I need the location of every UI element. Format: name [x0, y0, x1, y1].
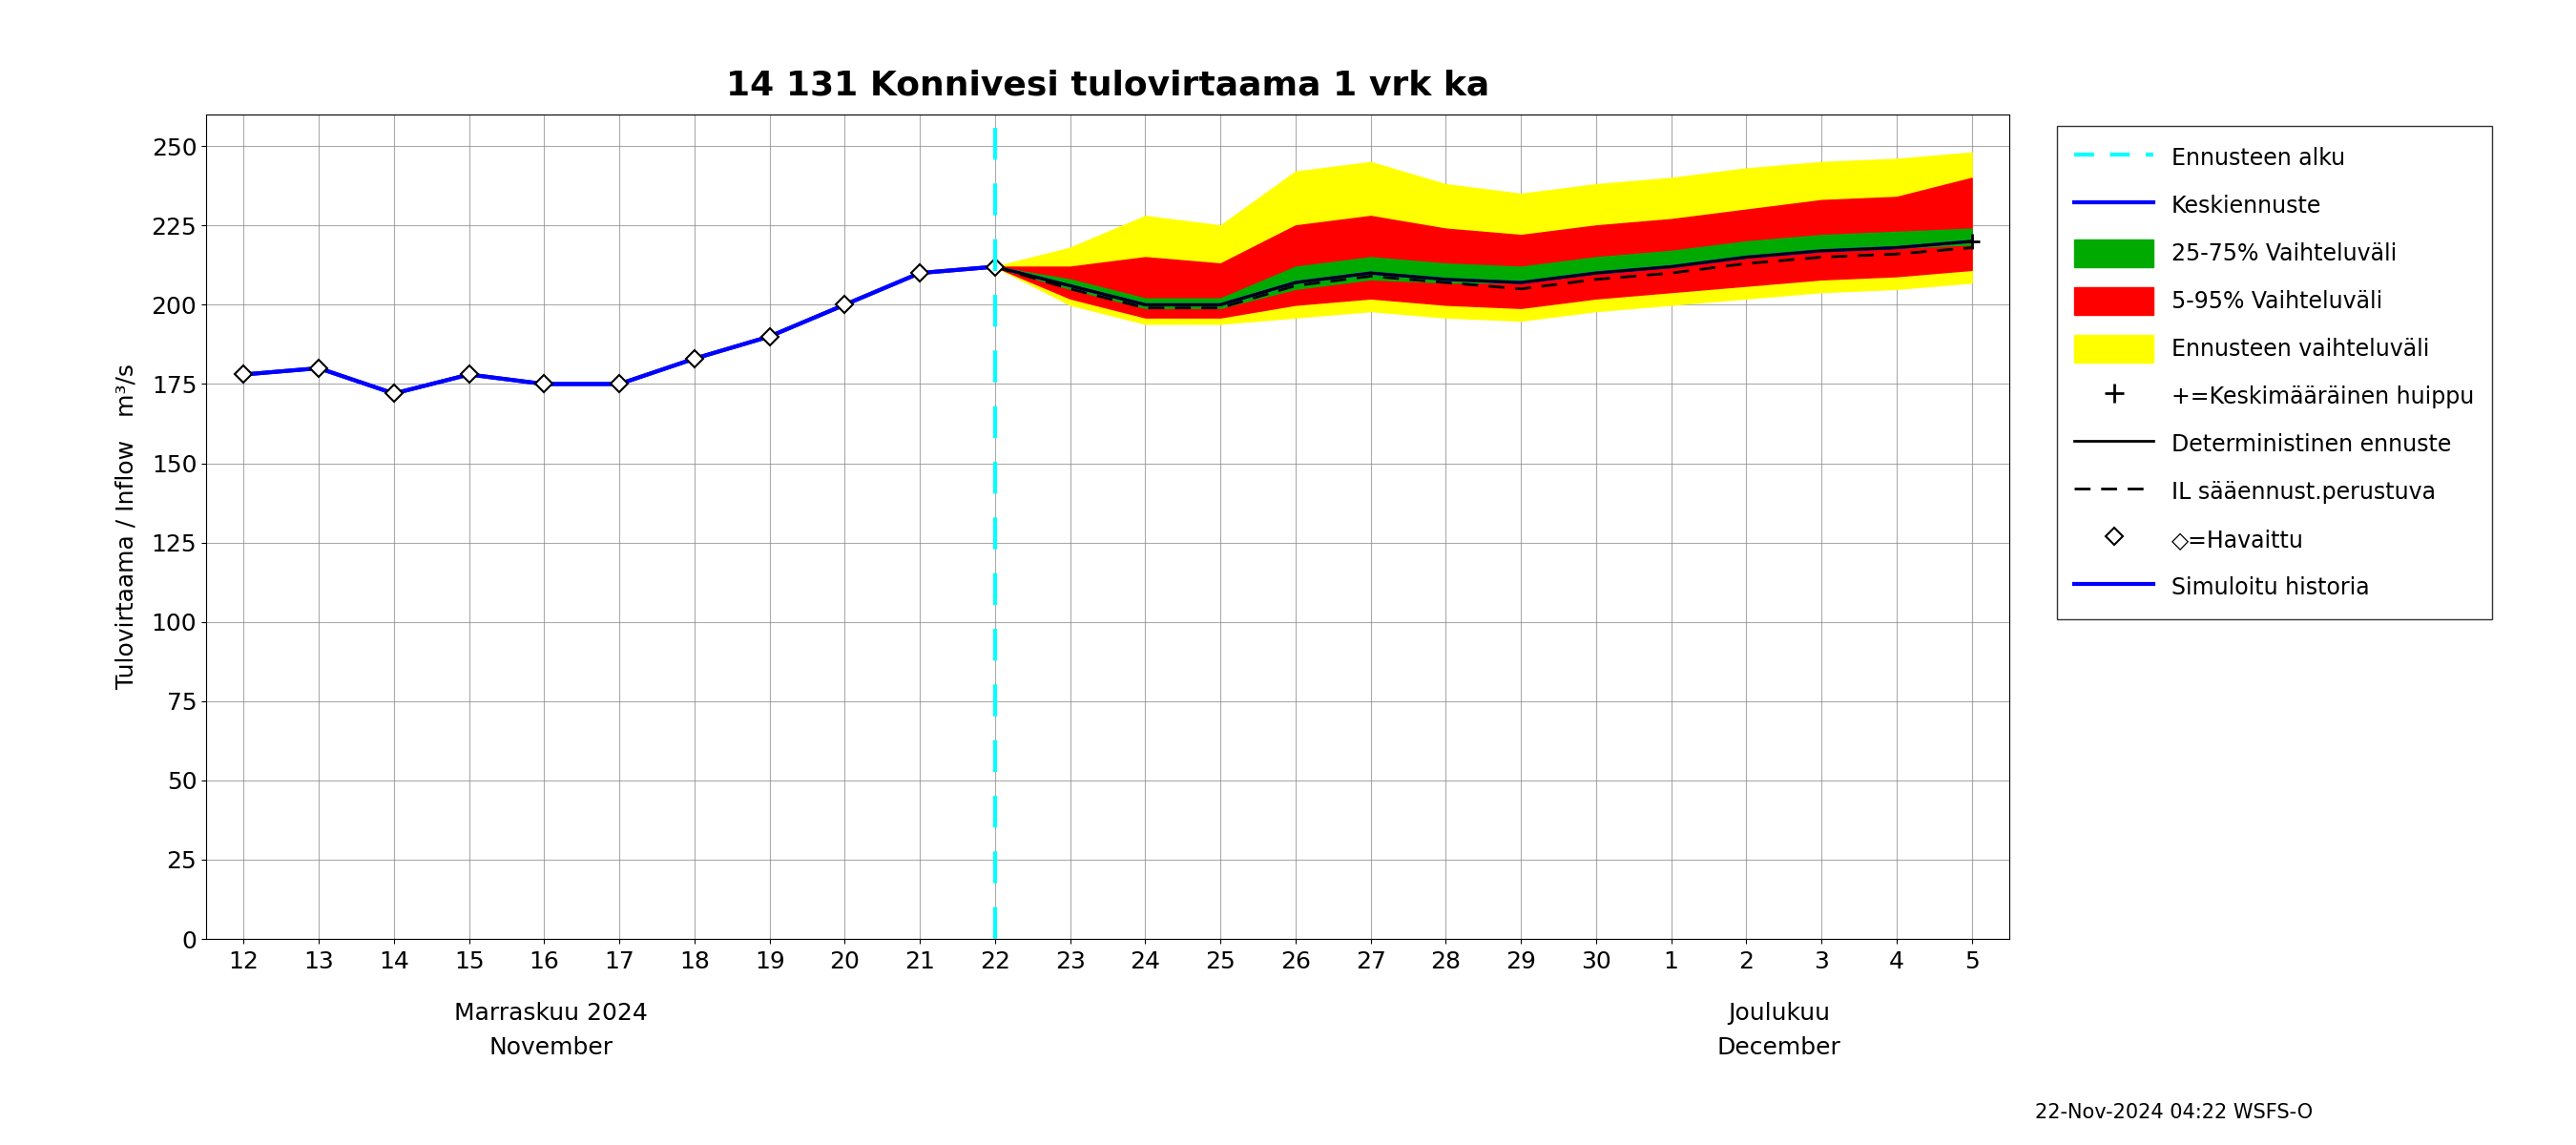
Y-axis label: Tulovirtaama / Inflow   m³/s: Tulovirtaama / Inflow m³/s: [116, 364, 139, 689]
Legend: Ennusteen alku, Keskiennuste, 25-75% Vaihteluväli, 5-95% Vaihteluväli, Ennusteen: Ennusteen alku, Keskiennuste, 25-75% Vai…: [2056, 126, 2491, 619]
Text: 22-Nov-2024 04:22 WSFS-O: 22-Nov-2024 04:22 WSFS-O: [2035, 1103, 2313, 1122]
Text: Marraskuu 2024: Marraskuu 2024: [453, 1002, 649, 1025]
Text: November: November: [489, 1036, 613, 1059]
Text: December: December: [1718, 1036, 1842, 1059]
Title: 14 131 Konnivesi tulovirtaama 1 vrk ka: 14 131 Konnivesi tulovirtaama 1 vrk ka: [726, 69, 1489, 101]
Text: Joulukuu: Joulukuu: [1728, 1002, 1829, 1025]
